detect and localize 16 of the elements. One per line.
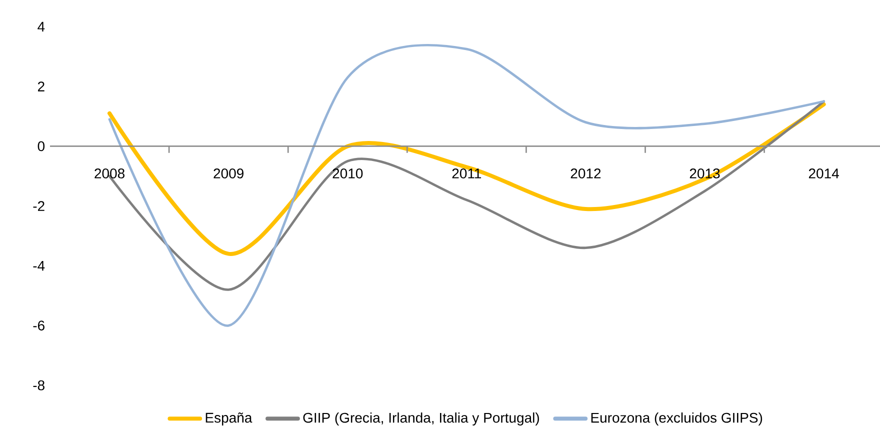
x-tick-label: 2014 (808, 168, 839, 178)
x-tick-label: 2008 (94, 168, 124, 178)
y-tick-label: 4 (38, 22, 45, 32)
y-tick-label: -8 (33, 380, 44, 390)
y-tick-label: 0 (38, 141, 45, 152)
x-tick-label: 2010 (332, 168, 363, 178)
legend-label: España (206, 412, 252, 426)
x-tick-label: 2011 (452, 168, 482, 178)
x-tick-label: 2009 (214, 168, 244, 178)
legend-label: GIIP (Grecia, Irlanda, Italia y Portugal) (303, 412, 539, 426)
legend-label: Eurozona (excluidos GIIPS) (591, 412, 762, 426)
x-tick-label: 2012 (570, 168, 601, 178)
y-tick-label: -2 (33, 201, 44, 211)
y-tick-label: -6 (33, 320, 44, 331)
y-tick-label: -4 (33, 260, 45, 271)
y-tick-label: 2 (38, 82, 44, 92)
